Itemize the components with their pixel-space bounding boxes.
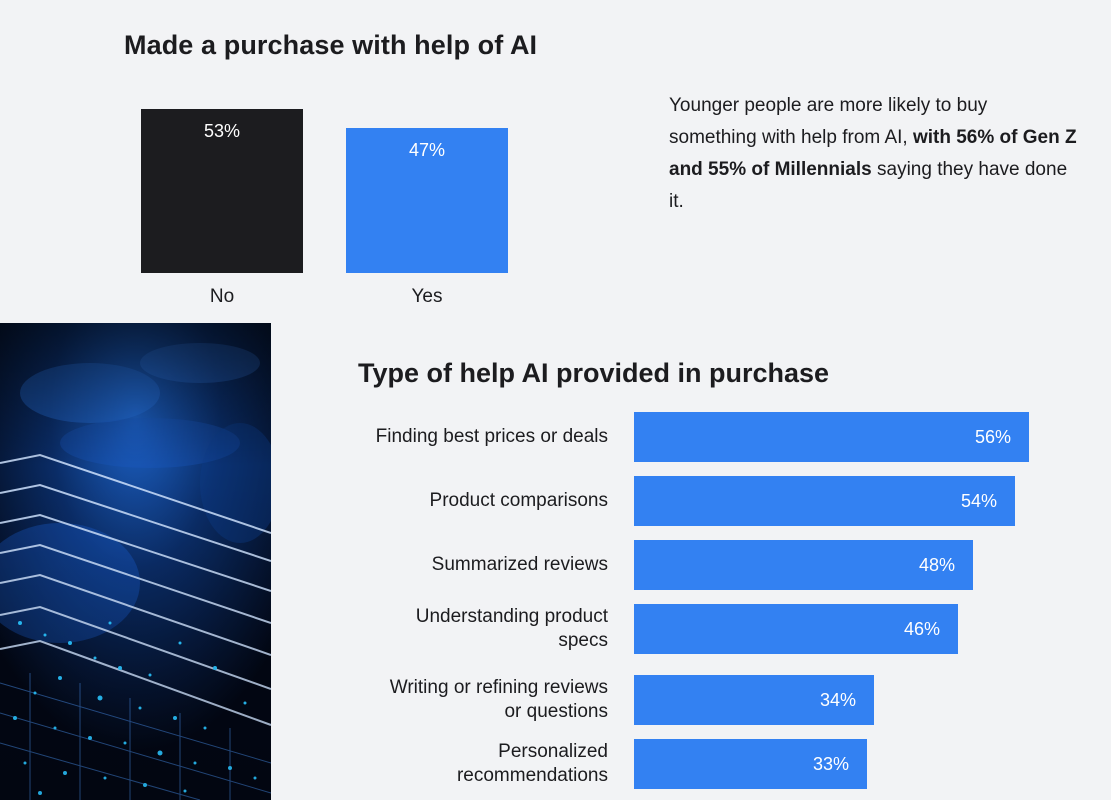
- note-text-start: Younger people are more likely to buy so…: [669, 95, 988, 148]
- bar-value-label: 47%: [408, 139, 446, 160]
- hbar-2: 48%: [634, 540, 973, 590]
- category-label: No: [209, 286, 235, 307]
- category-label: Understanding product specs: [308, 604, 608, 654]
- category-label: Writing or refining reviews or questions: [308, 675, 608, 725]
- category-text: Summarized reviews: [431, 554, 608, 575]
- category-label: Summarized reviews: [308, 540, 608, 590]
- category-text: Understanding product specs: [415, 606, 608, 651]
- category-label: Finding best prices or deals: [308, 412, 608, 462]
- chart-title-help-type: Type of help AI provided in purchase: [358, 358, 830, 388]
- category-text: Personalized recommendations: [456, 741, 608, 786]
- bar-value-label: 54%: [960, 491, 997, 511]
- hbar-3: 46%: [634, 604, 958, 654]
- category-text: Finding best prices or deals: [375, 426, 608, 447]
- category-label: Personalized recommendations: [308, 739, 608, 789]
- bar-value-label: 56%: [974, 427, 1011, 447]
- category-text: Product comparisons: [429, 490, 608, 511]
- category-text: Writing or refining reviews or questions: [389, 677, 608, 722]
- bar-value-label: 53%: [203, 121, 241, 141]
- bar-value-label: 48%: [918, 555, 955, 575]
- bar-value-label: 34%: [819, 690, 856, 710]
- bar-no: 53%: [141, 109, 303, 273]
- hbar-4: 34%: [634, 675, 874, 725]
- chart-title-purchase: Made a purchase with help of AI: [124, 30, 538, 60]
- bar-value-label: 33%: [812, 754, 849, 774]
- category-label: Yes: [411, 286, 443, 307]
- purchase-bar-chart: 53% No 47% Yes: [0, 0, 620, 320]
- note-text-highlight: with 56% of Gen Z and 55% of Millennials: [669, 127, 1077, 180]
- hbar-5: 33%: [634, 739, 867, 789]
- insight-note: Younger people are more likely to buy so…: [669, 90, 1079, 218]
- bar-yes: 47%: [346, 127, 508, 273]
- bar-value-label: 46%: [903, 619, 940, 639]
- category-label: Product comparisons: [308, 476, 608, 526]
- circuit-board-photo: [0, 323, 271, 800]
- hbar-1: 54%: [634, 476, 1015, 526]
- hbar-0: 56%: [634, 412, 1029, 462]
- note-text-end: saying they have done it.: [669, 159, 1068, 212]
- circuit-board-image: [0, 323, 271, 800]
